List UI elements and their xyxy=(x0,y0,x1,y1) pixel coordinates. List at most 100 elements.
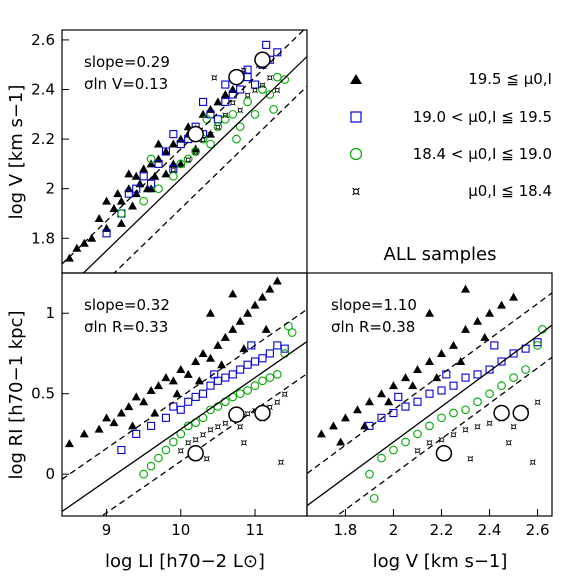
data-point-star: ¤ xyxy=(259,79,266,92)
data-point-star: ¤ xyxy=(450,428,457,441)
data-point-triangle xyxy=(139,164,149,173)
data-point-triangle xyxy=(161,373,171,382)
data-point-star: ¤ xyxy=(462,423,469,436)
data-point-triangle xyxy=(198,109,208,118)
data-point-star: ¤ xyxy=(244,407,251,420)
data-point-square xyxy=(497,357,506,366)
data-point-triangle xyxy=(146,159,156,168)
data-point-square xyxy=(191,392,200,401)
data-point-triangle xyxy=(94,424,104,433)
data-point-star: ¤ xyxy=(244,88,251,101)
data-point-circle xyxy=(220,114,230,124)
data-point-triangle xyxy=(449,340,459,349)
data-point-star: ¤ xyxy=(505,436,512,449)
data-point-circle xyxy=(365,469,374,479)
data-point-square xyxy=(199,389,208,398)
y-tick-label: 2.4 xyxy=(31,81,55,99)
data-point-star: ¤ xyxy=(214,420,221,433)
data-point-triangle xyxy=(109,418,119,427)
data-point-triangle xyxy=(131,392,141,401)
fit-line xyxy=(82,56,307,273)
legend-marker-square xyxy=(350,111,362,123)
data-point-square xyxy=(236,365,245,374)
data-point-triangle xyxy=(205,308,215,317)
data-point-circle xyxy=(169,437,178,447)
data-point-triangle xyxy=(425,357,434,366)
data-point-circle xyxy=(161,445,171,455)
data-point-square xyxy=(206,381,215,390)
data-point-star: ¤ xyxy=(426,436,433,449)
data-point-star: ¤ xyxy=(185,153,192,166)
reference-circle xyxy=(187,125,204,143)
legend-marker-triangle xyxy=(350,74,362,84)
data-point-star: ¤ xyxy=(529,455,536,468)
data-point-circle xyxy=(272,370,282,379)
data-point-circle xyxy=(243,386,252,395)
fit-line xyxy=(307,324,552,507)
x-tick-label: 2 xyxy=(389,521,399,539)
data-point-star: ¤ xyxy=(177,444,184,457)
data-point-triangle xyxy=(116,408,126,417)
data-point-star: ¤ xyxy=(278,455,285,468)
data-point-triangle xyxy=(72,243,82,252)
data-point-triangle xyxy=(485,308,495,317)
data-point-triangle xyxy=(116,218,126,227)
data-point-square xyxy=(124,189,133,198)
data-point-triangle xyxy=(154,381,164,390)
data-point-circle xyxy=(139,196,149,206)
data-point-circle xyxy=(265,373,275,382)
data-point-circle xyxy=(461,405,470,415)
data-point-square xyxy=(280,344,289,353)
data-point-circle xyxy=(521,365,530,374)
data-point-triangle xyxy=(235,316,245,325)
data-point-triangle xyxy=(194,376,204,385)
data-point-square xyxy=(236,85,245,94)
data-point-star: ¤ xyxy=(192,146,199,159)
data-point-triangle xyxy=(176,365,186,374)
data-point-triangle xyxy=(360,421,370,430)
data-point-triangle xyxy=(168,139,178,148)
data-point-triangle xyxy=(336,437,346,446)
data-point-circle xyxy=(389,445,398,455)
data-point-square xyxy=(250,357,260,366)
data-point-star: ¤ xyxy=(486,417,493,430)
svg-text:¤: ¤ xyxy=(352,184,361,200)
data-point-triangle xyxy=(228,289,238,298)
data-point-circle xyxy=(265,90,275,99)
data-point-triangle xyxy=(437,348,447,357)
data-point-square xyxy=(243,360,252,369)
data-point-circle xyxy=(176,159,186,169)
panel-bottom-right: ¤¤¤¤¤¤¤¤¤¤¤¤¤¤1.822.22.42.6 xyxy=(307,284,552,539)
data-point-circle xyxy=(146,154,156,164)
data-point-star: ¤ xyxy=(229,96,236,109)
data-point-square xyxy=(132,429,141,438)
y-tick-label: 1 xyxy=(45,304,55,322)
slope-annotation-bottom-left: slope=0.32 xyxy=(84,296,170,314)
data-point-triangle xyxy=(150,408,160,417)
data-point-square xyxy=(184,397,193,406)
data-point-circle xyxy=(369,493,379,503)
data-point-star: ¤ xyxy=(185,436,192,449)
data-point-star: ¤ xyxy=(240,436,247,449)
data-point-star: ¤ xyxy=(192,433,199,446)
data-point-triangle xyxy=(102,196,112,205)
reference-circle xyxy=(512,404,530,422)
data-point-square xyxy=(473,370,482,379)
data-point-triangle xyxy=(316,429,326,438)
data-point-square xyxy=(139,172,148,181)
data-point-triangle xyxy=(176,159,186,168)
x-tick-label: 1.8 xyxy=(334,521,358,539)
figure-caption: ALL samples xyxy=(384,244,497,265)
data-point-triangle xyxy=(461,324,471,333)
data-point-star: ¤ xyxy=(237,103,244,116)
data-point-triangle xyxy=(364,397,374,406)
data-point-square xyxy=(221,373,230,382)
data-point-triangle xyxy=(113,189,123,198)
data-point-triangle xyxy=(198,348,208,357)
data-point-triangle xyxy=(473,316,483,325)
data-point-circle xyxy=(287,328,297,337)
data-point-triangle xyxy=(352,405,362,414)
legend-item-3: 18.4 < μ0,I ≦ 19.0 xyxy=(413,145,552,163)
data-point-star: ¤ xyxy=(266,71,273,84)
data-point-square xyxy=(509,349,518,358)
